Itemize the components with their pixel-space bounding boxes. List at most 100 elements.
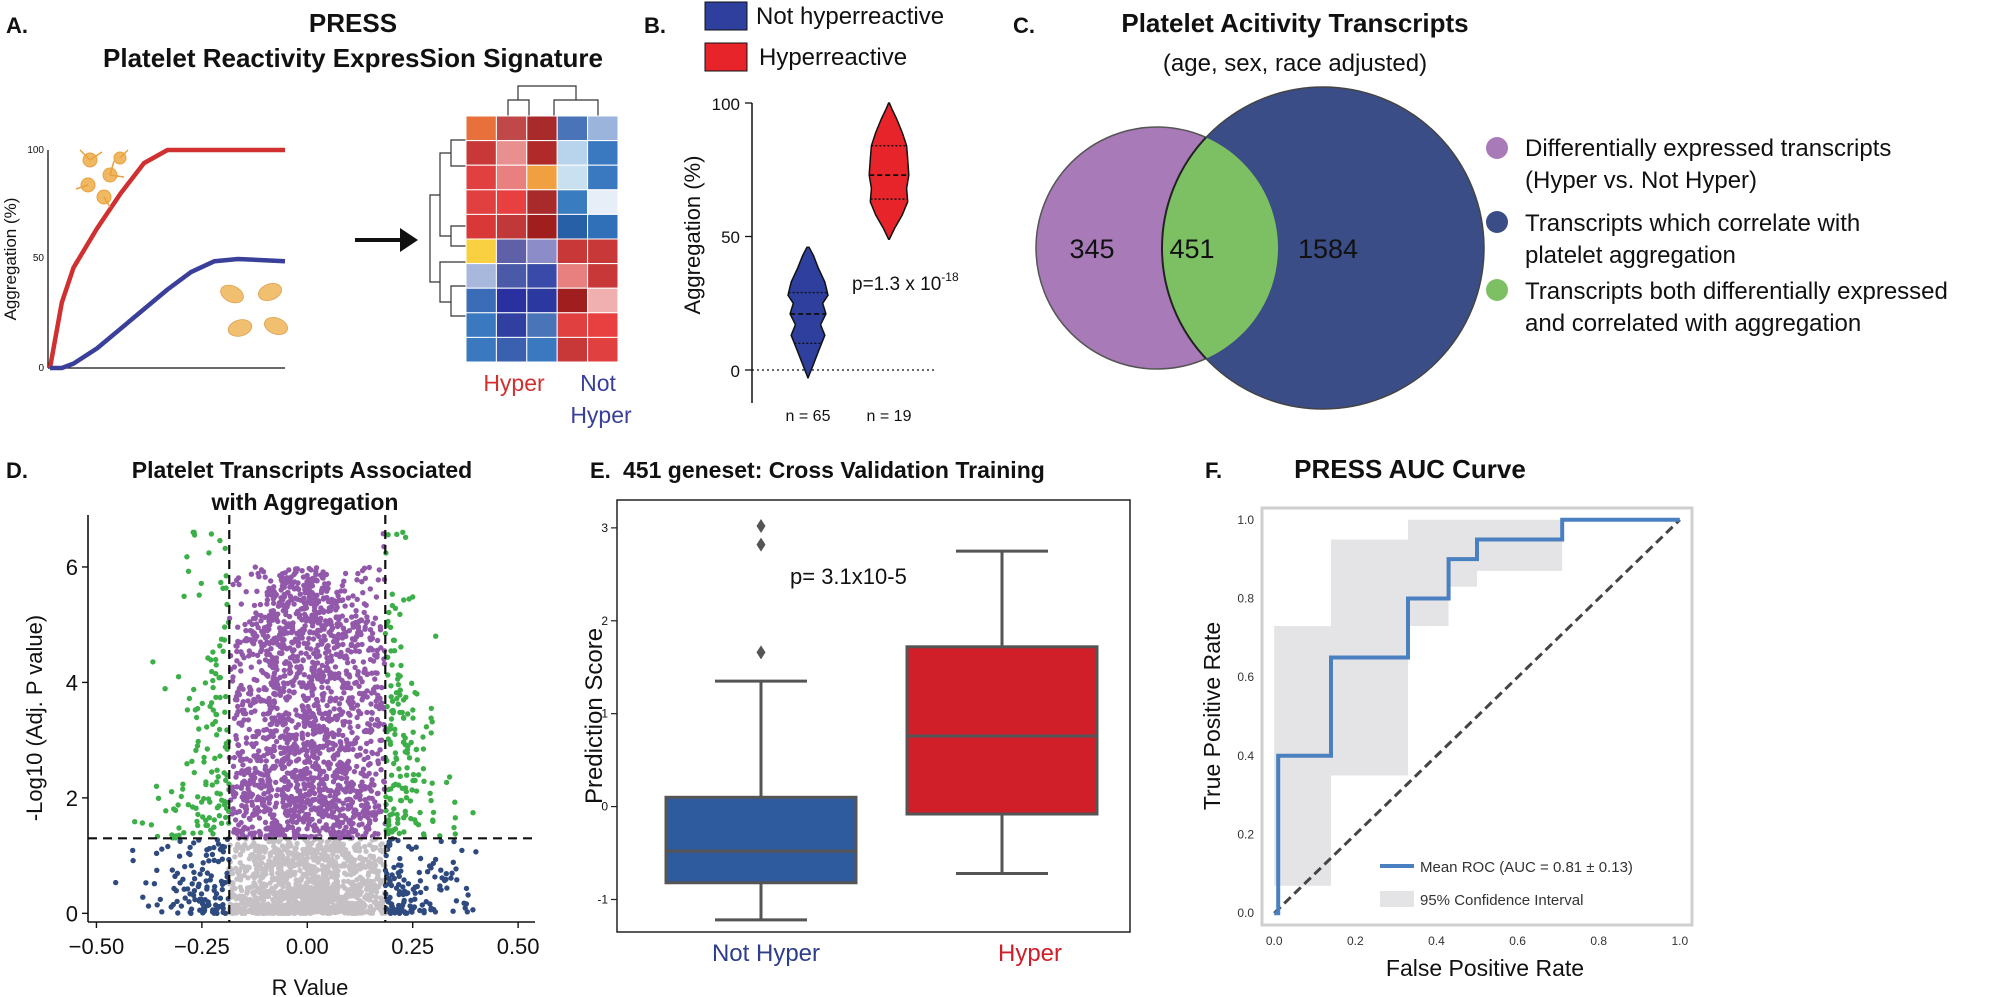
scatter-point [191, 876, 198, 882]
scatter-point [165, 843, 171, 850]
scatter-point [193, 747, 199, 753]
scatter-point [241, 655, 247, 661]
scatter-point [292, 835, 298, 841]
scatter-point [302, 759, 308, 765]
scatter-point [299, 735, 306, 741]
scatter-point [216, 726, 223, 733]
panel-d-ytick-label: 4 [66, 670, 78, 695]
scatter-point [293, 610, 299, 617]
scatter-point [397, 687, 403, 693]
panel-a-ylabel: Aggregation (%) [1, 198, 20, 321]
scatter-point [295, 586, 302, 592]
scatter-point [237, 757, 244, 764]
scatter-point [267, 807, 273, 813]
scatter-point [256, 659, 262, 665]
scatter-point [266, 800, 272, 806]
panel-c-title: Platelet Acitivity Transcripts [1121, 8, 1468, 38]
heatmap-cell [556, 164, 589, 191]
scatter-point [358, 865, 364, 871]
scatter-point [204, 886, 210, 892]
scatter-point [192, 896, 198, 903]
panel-f-xlabel: False Positive Rate [1386, 955, 1584, 981]
heatmap-cell [556, 238, 589, 265]
heatmap-cell [465, 287, 497, 314]
scatter-point [368, 788, 375, 794]
scatter-point [236, 581, 242, 588]
scatter-point [316, 767, 323, 773]
scatter-point [295, 826, 302, 832]
scatter-point [341, 878, 347, 885]
scatter-point [336, 834, 342, 840]
scatter-point [277, 836, 283, 843]
scatter-point [276, 712, 282, 718]
scatter-point [230, 763, 237, 769]
scatter-point [277, 831, 283, 837]
scatter-point [388, 786, 394, 792]
scatter-point [265, 711, 271, 717]
scatter-point [184, 886, 191, 892]
scatter-point [366, 784, 372, 790]
scatter-point [262, 574, 268, 580]
scatter-point [209, 851, 216, 858]
panel-b-pvalue: p=1.3 x 10-18 [852, 270, 959, 295]
scatter-point [340, 800, 346, 806]
panel-b-letter: B. [644, 13, 666, 38]
scatter-point [345, 891, 352, 897]
scatter-point [421, 910, 427, 916]
scatter-point [274, 902, 280, 908]
scatter-point [350, 593, 356, 599]
scatter-point [199, 866, 206, 873]
heatmap-cell [526, 312, 558, 338]
scatter-point [274, 705, 280, 712]
scatter-point [188, 906, 195, 912]
scatter-point [417, 889, 424, 896]
scatter-point [326, 709, 333, 715]
scatter-point [388, 716, 395, 722]
scatter-point [355, 623, 361, 630]
scatter-point [374, 716, 380, 723]
scatter-point [246, 726, 252, 733]
scatter-point [229, 886, 235, 892]
scatter-point [234, 658, 240, 664]
scatter-point [420, 746, 427, 752]
heatmap-cell [526, 213, 558, 240]
scatter-point [369, 750, 376, 757]
scatter-point [417, 878, 424, 884]
scatter-point [428, 705, 434, 712]
scatter-point [452, 799, 458, 805]
scatter-point [237, 661, 243, 667]
scatter-point [191, 869, 197, 875]
scatter-point [308, 807, 314, 813]
scatter-point [334, 892, 341, 898]
scatter-point [305, 776, 311, 782]
heatmap-cell [556, 115, 589, 142]
scatter-point [324, 702, 330, 709]
scatter-point [215, 774, 221, 780]
scatter-point [180, 781, 186, 787]
scatter-point [341, 690, 347, 696]
scatter-point [308, 877, 314, 883]
scatter-point [175, 910, 181, 916]
scatter-point [309, 904, 316, 911]
scatter-point [297, 591, 303, 597]
scatter-point [360, 590, 366, 596]
scatter-point [281, 594, 288, 600]
scatter-point [328, 788, 334, 794]
roc-confidence-band [1274, 519, 1680, 914]
scatter-point [305, 731, 311, 738]
legend-text-both-1: Transcripts both differentially expresse… [1525, 278, 1948, 305]
scatter-point [413, 844, 419, 850]
scatter-point [211, 817, 217, 823]
scatter-point [264, 672, 270, 678]
scatter-point [417, 809, 423, 816]
scatter-point [465, 892, 471, 898]
scatter-point [342, 570, 349, 577]
activated-platelets-icon [75, 149, 129, 208]
scatter-point [194, 705, 201, 712]
scatter-point [403, 795, 410, 801]
scatter-point [276, 892, 282, 899]
scatter-point [324, 739, 331, 745]
scatter-point [377, 737, 383, 744]
scatter-point [271, 584, 277, 590]
panel-c: C. Platelet Acitivity Transcripts (age, … [1013, 8, 1948, 410]
